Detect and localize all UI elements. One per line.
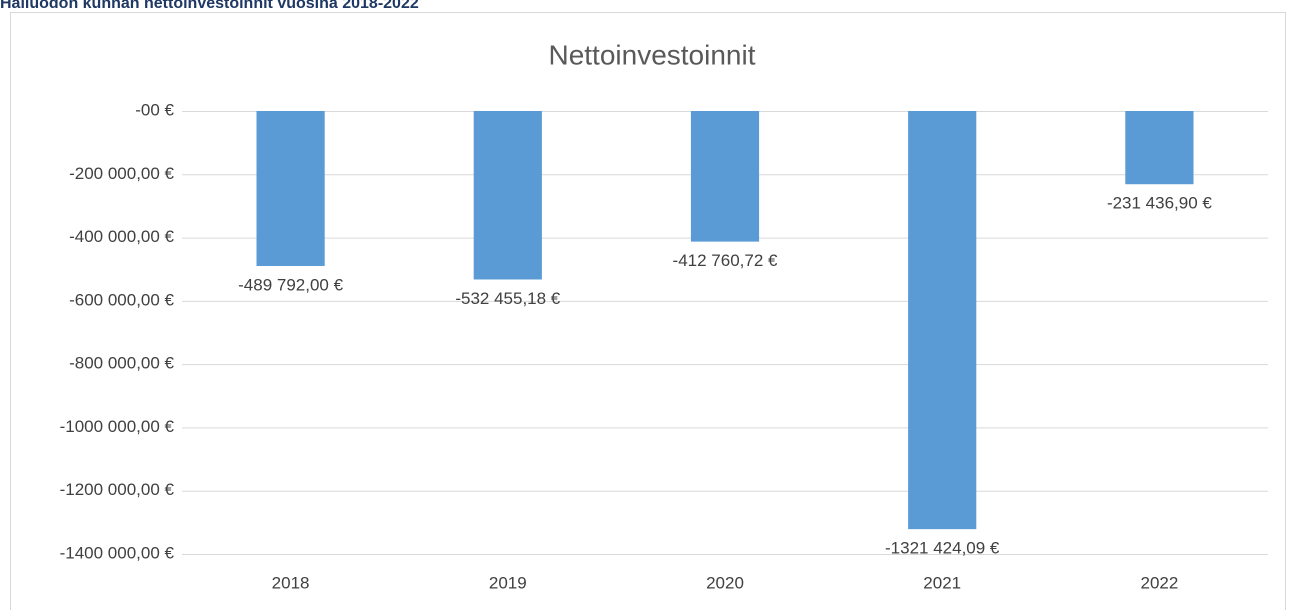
data-label: -412 760,72 €	[673, 251, 778, 270]
y-tick-label: -1200 000,00 €	[60, 480, 175, 499]
data-label: -231 436,90 €	[1107, 194, 1212, 213]
bar	[1125, 111, 1194, 185]
chart-title: Nettoinvestoinnit	[548, 39, 755, 70]
x-tick-label: 2021	[923, 573, 961, 592]
data-label: -489 792,00 €	[238, 275, 343, 294]
page-heading: Hailuodon kunnan nettoinvestoinnit vuosi…	[0, 0, 419, 12]
y-tick-label: -800 000,00 €	[69, 354, 174, 373]
x-tick-label: 2020	[706, 573, 744, 592]
data-label: -1321 424,09 €	[885, 539, 1000, 558]
y-tick-label: -400 000,00 €	[69, 227, 174, 246]
bar	[473, 111, 542, 280]
bar	[256, 111, 325, 266]
y-tick-label: -1000 000,00 €	[60, 417, 175, 436]
x-tick-label: 2019	[489, 573, 527, 592]
chart-frame	[10, 12, 1286, 610]
bar	[908, 111, 977, 530]
y-tick-label: -00 €	[135, 100, 174, 119]
x-tick-label: 2018	[272, 573, 310, 592]
y-tick-label: -600 000,00 €	[69, 290, 174, 309]
bar	[690, 111, 760, 242]
data-label: -532 455,18 €	[455, 289, 560, 308]
x-tick-label: 2022	[1140, 573, 1178, 592]
y-tick-label: -1400 000,00 €	[60, 543, 175, 562]
y-tick-label: -200 000,00 €	[69, 164, 174, 183]
